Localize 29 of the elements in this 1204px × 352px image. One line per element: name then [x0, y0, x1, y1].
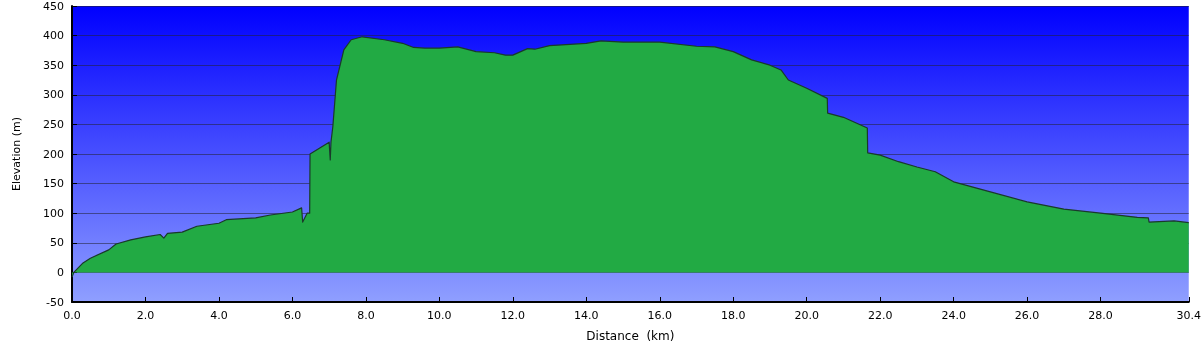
y-tick-label: 450: [43, 0, 64, 13]
x-tick-label: 22.0: [867, 309, 893, 322]
y-tick-label: 0: [57, 265, 64, 279]
x-tick-label: 0.0: [63, 309, 81, 322]
y-tick-label: 200: [43, 147, 64, 161]
y-tick-label: -50: [46, 295, 64, 309]
x-tick-label: 28.0: [1088, 309, 1113, 322]
y-tick-label: 150: [43, 177, 64, 191]
y-tick-label: 50: [50, 236, 64, 250]
x-tick-label: 14.0: [574, 309, 599, 322]
x-tick-label: 2.0: [136, 309, 155, 322]
y-tick-label: 250: [43, 117, 64, 131]
x-tick-label: 4.0: [210, 309, 228, 322]
y-tick-label: 100: [43, 206, 64, 220]
y-axis-title: Elevation (m): [10, 117, 23, 191]
y-tick-label: 400: [43, 29, 64, 43]
x-tick-label: 6.0: [283, 309, 302, 322]
x-tick-label: 30.4: [1176, 309, 1201, 322]
y-tick-label: 350: [43, 58, 64, 72]
x-tick-label: 20.0: [794, 309, 819, 322]
x-tick-label: 24.0: [941, 309, 966, 322]
x-tick-label: 26.0: [1014, 309, 1040, 322]
x-tick-label: 10.0: [427, 309, 452, 322]
x-tick-label: 8.0: [357, 309, 375, 322]
x-tick-label: 18.0: [720, 309, 746, 322]
y-tick-label: 300: [43, 88, 64, 102]
x-axis-title: Distance (km): [586, 329, 675, 343]
x-tick-label: 12.0: [500, 309, 526, 322]
x-tick-label: 16.0: [647, 309, 673, 322]
